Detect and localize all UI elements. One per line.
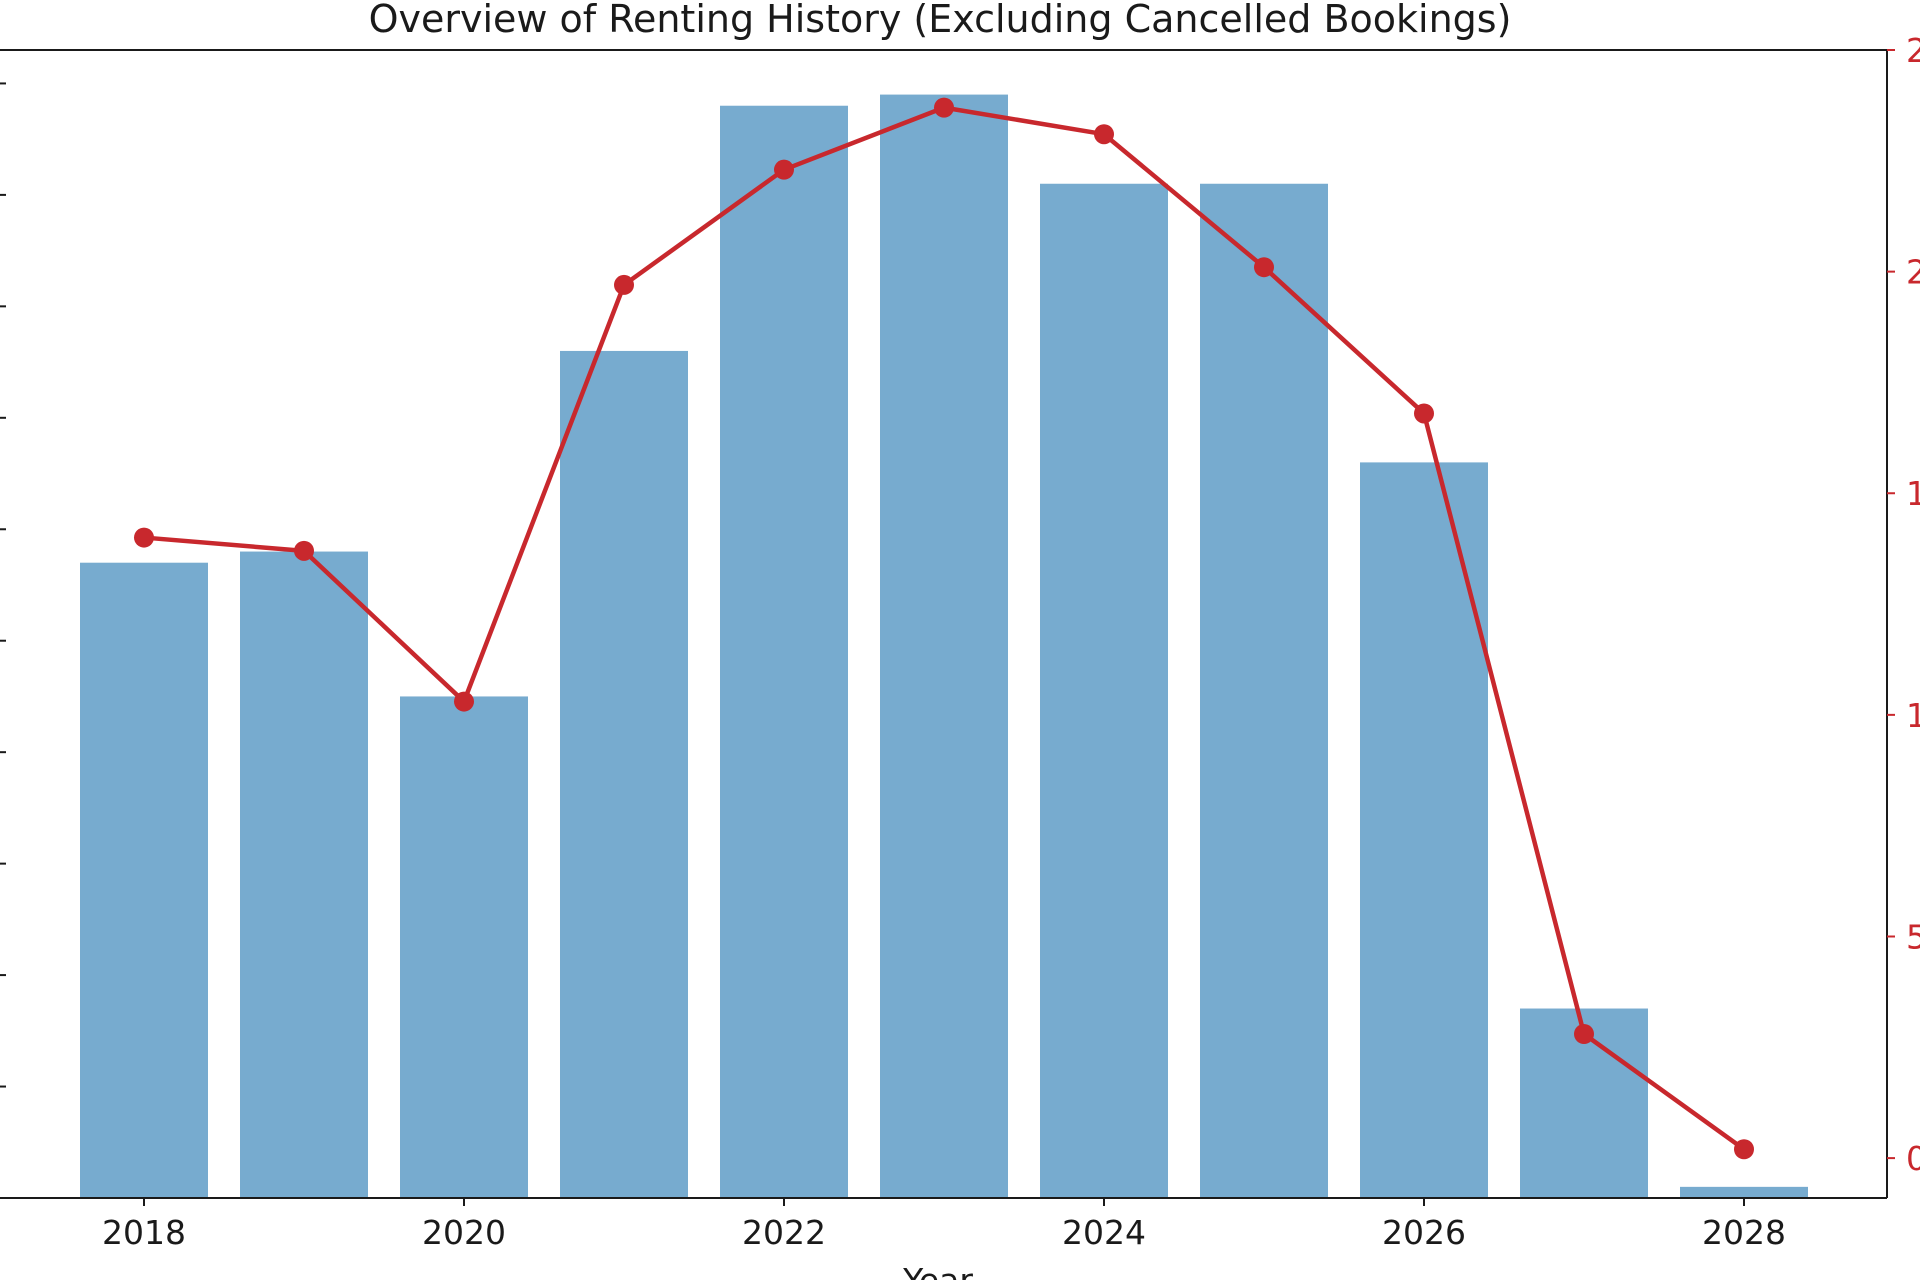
line-point [294, 540, 314, 561]
bar [720, 105, 848, 1199]
line-point [774, 159, 794, 180]
x-tick-label: 2028 [1702, 1213, 1786, 1252]
line-point [934, 97, 954, 118]
x-tick-label: 2024 [1062, 1213, 1146, 1252]
right-tick-label: 20 [1906, 253, 1920, 292]
bar [240, 551, 368, 1198]
right-tick-label: 15 [1906, 474, 1920, 513]
bar [1680, 1186, 1808, 1198]
bar [400, 696, 528, 1198]
right-tick-label: 0 [1906, 1139, 1920, 1178]
x-tick-label: 2018 [102, 1213, 186, 1252]
line-point [454, 691, 474, 712]
line-point [134, 527, 154, 548]
bar [1040, 183, 1168, 1199]
line-layer [134, 97, 1754, 1160]
bars-layer [80, 94, 1808, 1199]
bar [880, 94, 1008, 1199]
right-tick-label: 10 [1906, 696, 1920, 735]
line-point [1574, 1024, 1594, 1044]
bar [560, 350, 688, 1199]
bar [1200, 183, 1328, 1199]
axes-layer [0, 49, 1888, 1199]
ticks-layer: 2018 2020 2022 2024 2026 2028 0 5 10 15 20 25 [0, 31, 1920, 1252]
right-tick-label: 25 [1906, 31, 1920, 70]
line-point [1734, 1139, 1754, 1160]
bar [80, 562, 208, 1198]
x-tick-label: 2026 [1382, 1213, 1466, 1252]
bar [1360, 462, 1488, 1199]
right-tick-label: 5 [1906, 917, 1920, 956]
line-point [1094, 124, 1114, 145]
x-axis-label: Year [902, 1261, 973, 1280]
line-point [1254, 257, 1274, 278]
x-tick-label: 2020 [422, 1213, 506, 1252]
line-point [1414, 403, 1434, 424]
x-tick-label: 2022 [742, 1213, 826, 1252]
chart-title: Overview of Renting History (Excluding C… [369, 0, 1512, 41]
line-point [614, 274, 634, 295]
